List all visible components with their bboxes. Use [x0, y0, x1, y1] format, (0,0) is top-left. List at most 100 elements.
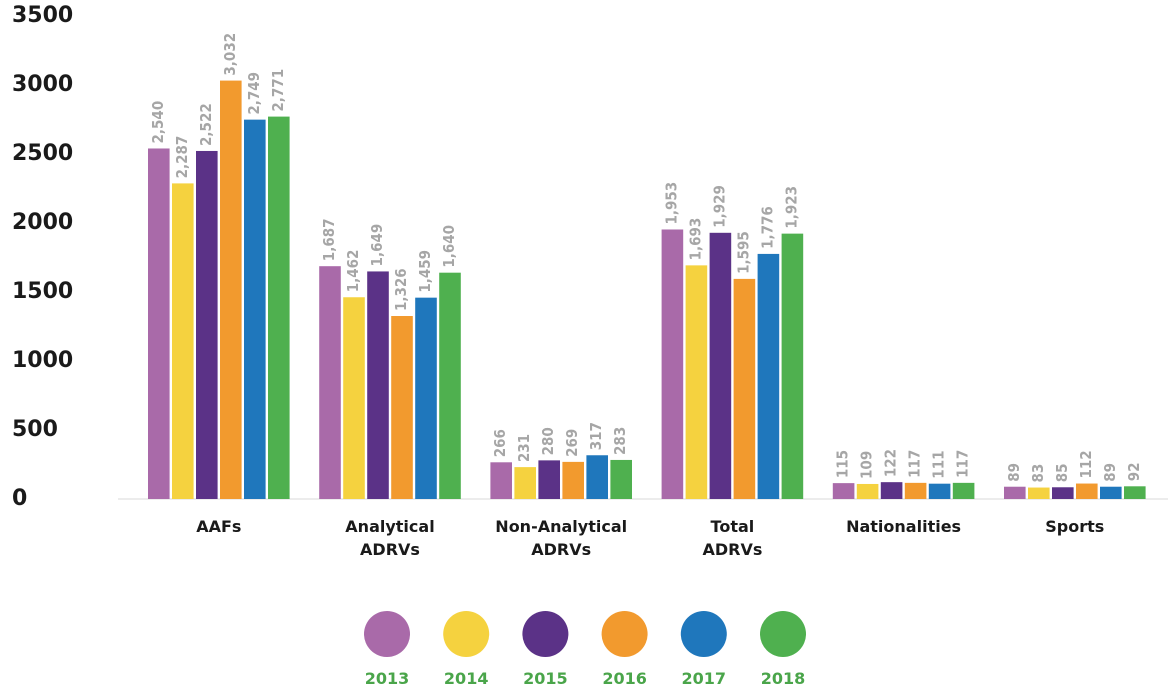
bar-2014-4 — [856, 483, 879, 499]
data-label: 2,749 — [245, 72, 263, 115]
bar-2018-4 — [952, 482, 975, 499]
data-label: 112 — [1077, 450, 1095, 478]
legend-swatch-2017 — [680, 611, 727, 657]
data-label: 1,693 — [686, 218, 704, 261]
legend-swatch-2015 — [522, 611, 569, 657]
y-tick-label: 2500 — [12, 141, 73, 166]
bar-2014-1 — [343, 297, 365, 499]
data-labels: 2,540 2,287 2,522 3,032 2,749 2,771 1,687 1,462… — [149, 33, 1143, 483]
bar-2013-1 — [319, 266, 341, 499]
data-label: 1,953 — [662, 182, 680, 225]
data-label: 122 — [882, 449, 900, 477]
data-label: 109 — [858, 451, 876, 479]
data-label: 89 — [1005, 463, 1023, 482]
data-label: 117 — [906, 450, 924, 478]
data-label: 2,522 — [197, 103, 215, 146]
bar-2014-3 — [685, 265, 708, 499]
bar-2015-5 — [1052, 487, 1074, 499]
category-label: Non-Analytical — [495, 517, 627, 536]
category-label: AAFs — [196, 517, 241, 536]
y-tick-label: 2000 — [12, 210, 73, 235]
category-label: ADRVs — [531, 540, 591, 559]
legend-label: 2018 — [761, 669, 806, 688]
legend-swatch-2018 — [760, 611, 806, 657]
data-label: 85 — [1053, 463, 1071, 482]
data-label: 1,459 — [416, 250, 434, 293]
category-label: Nationalities — [846, 517, 961, 536]
bar-2018-5 — [1124, 486, 1146, 499]
category-label: ADRVs — [360, 540, 420, 559]
bar-2016-3 — [733, 278, 756, 499]
category-label: ADRVs — [702, 540, 762, 559]
data-label: 231 — [515, 434, 533, 462]
bar-2013-3 — [661, 229, 684, 499]
bar-2015-1 — [367, 271, 389, 499]
data-label: 89 — [1101, 463, 1119, 482]
bar-2016-2 — [562, 461, 584, 499]
legend-swatch-2014 — [443, 611, 490, 657]
data-label: 1,687 — [320, 219, 338, 262]
bar-2014-2 — [514, 467, 536, 499]
bar-2017-1 — [415, 297, 437, 499]
data-label: 117 — [954, 450, 972, 478]
y-tick-label: 3500 — [12, 3, 73, 28]
legend: 2013 2014 2015 2016 2017 2018 — [364, 611, 806, 688]
x-axis: AAFs Analytical ADRVs Non-Analytical ADRVs To… — [196, 517, 1104, 559]
data-label: 3,032 — [221, 33, 239, 76]
legend-label: 2015 — [523, 669, 568, 688]
legend-label: 2013 — [365, 669, 410, 688]
bar-2014-5 — [1028, 487, 1050, 499]
bar-2016-5 — [1076, 483, 1098, 499]
bar-2018-2 — [610, 459, 632, 499]
bar-2017-3 — [757, 253, 780, 499]
bar-2014-0 — [172, 183, 194, 500]
y-tick-label: 1000 — [12, 348, 73, 373]
category-label: Sports — [1045, 517, 1104, 536]
data-label: 1,326 — [392, 268, 410, 311]
bar-2017-4 — [928, 483, 951, 499]
data-label: 1,649 — [368, 224, 386, 267]
bar-2015-2 — [538, 460, 560, 499]
data-label: 1,923 — [782, 186, 800, 229]
bar-2013-4 — [832, 483, 855, 499]
data-label: 1,640 — [440, 225, 458, 268]
y-tick-label: 500 — [12, 417, 58, 442]
data-label: 92 — [1125, 463, 1143, 482]
y-tick-label: 1500 — [12, 279, 73, 304]
data-label: 2,771 — [269, 69, 287, 112]
data-label: 1,595 — [734, 231, 752, 274]
legend-label: 2016 — [602, 669, 647, 688]
legend-swatch-2016 — [601, 611, 648, 657]
bar-2018-3 — [781, 233, 804, 499]
data-label: 1,776 — [758, 206, 776, 249]
data-label: 2,540 — [149, 101, 167, 144]
data-label: 115 — [834, 450, 852, 478]
bar-2017-5 — [1100, 486, 1122, 499]
data-label: 1,929 — [710, 185, 728, 228]
bar-2017-2 — [586, 455, 608, 499]
data-label: 280 — [539, 427, 557, 455]
legend-label: 2017 — [682, 669, 727, 688]
bar-2017-0 — [244, 119, 266, 499]
data-label: 2,287 — [173, 136, 191, 179]
data-label: 283 — [611, 427, 629, 455]
category-label: Total — [711, 517, 755, 536]
bar-2013-2 — [490, 462, 512, 499]
data-label: 317 — [587, 422, 605, 450]
bars — [148, 80, 1146, 500]
bar-2018-1 — [439, 272, 461, 499]
data-label: 111 — [930, 451, 948, 479]
y-tick-label: 0 — [12, 486, 27, 511]
bar-2018-0 — [268, 116, 290, 500]
bar-2016-0 — [220, 80, 242, 500]
data-label: 269 — [563, 429, 581, 457]
legend-swatch-2013 — [364, 611, 410, 657]
bar-2015-4 — [880, 482, 903, 499]
y-axis: 0 500 1000 1500 2000 2500 3000 3500 — [12, 3, 1168, 511]
bar-2015-0 — [196, 150, 218, 500]
legend-label: 2014 — [444, 669, 489, 688]
data-label: 266 — [491, 429, 509, 457]
bar-2013-5 — [1004, 486, 1026, 499]
bar-2016-1 — [391, 316, 413, 499]
